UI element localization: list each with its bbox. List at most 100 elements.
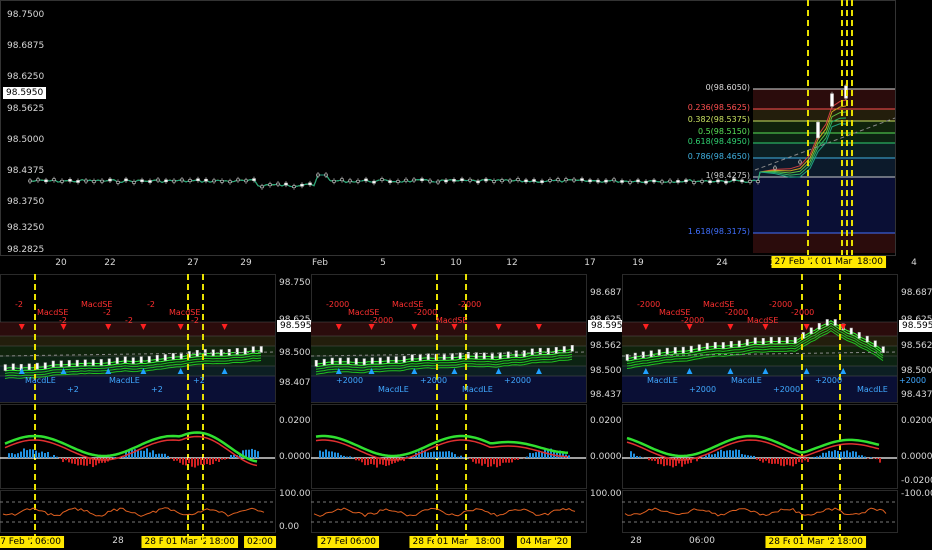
macd-histogram-bar	[352, 457, 354, 458]
macd-histogram-bar	[777, 458, 779, 464]
sell-signal-arrow	[60, 324, 67, 330]
candle-body	[252, 178, 256, 181]
candle-body	[514, 350, 518, 357]
rsi-pane	[0, 490, 276, 533]
sub-chart-2-plot[interactable]	[310, 274, 621, 550]
macd-histogram-bar	[167, 455, 169, 458]
macd-histogram-bar	[98, 458, 100, 464]
sell-signal-label: MacdSE	[37, 308, 69, 317]
sub-chart-2[interactable]: 98.687598.625098.562598.500098.437598.59…	[310, 274, 632, 550]
candle-body	[59, 360, 63, 367]
sub-chart-1[interactable]: 98.750098.625098.500098.407598.59500.020…	[0, 274, 321, 550]
candle-body	[444, 179, 448, 183]
macd-histogram-bar	[526, 456, 528, 458]
candle-body	[92, 180, 96, 183]
macd-histogram-bar	[699, 458, 701, 459]
candle-body	[308, 182, 312, 186]
candle-body	[131, 357, 135, 364]
macd-histogram-bar	[663, 458, 665, 467]
candle-body	[612, 178, 616, 182]
macd-histogram-bar	[454, 454, 456, 458]
macd-histogram-bar	[648, 458, 650, 461]
candle-body	[580, 178, 584, 181]
candle-body	[251, 346, 255, 353]
candle-body	[657, 349, 661, 356]
buy-signal-arrow	[642, 368, 649, 374]
macd-histogram-bar	[53, 455, 55, 458]
macd-histogram-bar	[819, 455, 821, 458]
macd-histogram-bar	[385, 458, 387, 467]
macd-histogram-bar	[798, 458, 800, 463]
ma-ribbon-line	[315, 353, 573, 370]
buy-signal-label: MacdLE	[25, 376, 56, 385]
macd-histogram-bar	[47, 451, 49, 458]
macd-histogram-bar	[382, 458, 384, 465]
macd-histogram-bar	[654, 458, 656, 461]
buy-signal-label: +2	[67, 385, 79, 394]
macd-histogram-bar	[50, 456, 52, 458]
sell-signal-arrow	[642, 324, 649, 330]
candle-body	[84, 179, 88, 183]
macd-histogram-bar	[481, 458, 483, 466]
candle-body	[76, 180, 80, 183]
candle-body	[474, 352, 478, 359]
sell-signal-arrow	[803, 324, 810, 330]
sub-chart-3[interactable]: 98.687598.625098.562598.500098.437598.59…	[621, 274, 932, 550]
macd-histogram-bar	[367, 458, 369, 466]
macd-histogram-bar	[436, 451, 438, 458]
sub-chart-3-plot[interactable]	[621, 274, 932, 550]
macd-histogram-bar	[843, 451, 845, 458]
fib-zone	[622, 376, 897, 402]
candle-body	[798, 160, 802, 164]
macd-histogram-bar	[816, 456, 818, 458]
macd-pane	[311, 404, 587, 489]
macd-histogram-bar	[221, 458, 223, 460]
y-tick-label: 98.2825	[7, 245, 45, 255]
macd-histogram-bar	[44, 453, 46, 458]
candle-body	[188, 179, 192, 182]
macd-histogram-bar	[212, 458, 214, 465]
candle-body	[402, 355, 406, 363]
macd-histogram-bar	[334, 452, 336, 458]
candle-body	[508, 179, 512, 183]
y-tick-label: 98.4375	[7, 166, 45, 176]
x-tick-label: 27	[187, 258, 199, 268]
main-price-chart[interactable]	[0, 0, 932, 272]
macd-histogram-bar	[161, 453, 163, 458]
x-tick-label: 02:00	[244, 536, 276, 548]
macd-histogram-bar	[705, 455, 707, 458]
fib-label: 0.786(98.4650)	[687, 152, 750, 161]
macd-histogram-bar	[35, 450, 37, 458]
sell-signal-arrow	[840, 324, 847, 330]
macd-histogram-bar	[756, 458, 758, 460]
macd-histogram-bar	[460, 455, 462, 458]
candle-body	[292, 185, 296, 189]
fib-zone	[0, 322, 275, 336]
candle-body	[724, 180, 728, 184]
macd-histogram-bar	[753, 455, 755, 458]
macd-histogram-bar	[194, 458, 196, 468]
candle-body	[67, 360, 71, 367]
macd-histogram-bar	[562, 453, 564, 458]
sell-signal-label: MacdSE	[659, 308, 691, 317]
trendline	[754, 117, 896, 171]
candle-body	[155, 354, 159, 362]
x-tick-label: 01 Mar '20	[789, 536, 845, 548]
fib-zone	[0, 376, 275, 402]
macd-histogram-bar	[792, 458, 794, 467]
main-chart-panel[interactable]: 98.7500 98.6875 98.6250 98.5625 98.5000 98.43…	[0, 0, 932, 272]
macd-histogram-bar	[32, 449, 34, 458]
macd-histogram-bar	[762, 458, 764, 463]
candle-body	[156, 178, 160, 182]
macd-histogram-bar	[825, 452, 827, 458]
macd-histogram-bar	[873, 458, 875, 459]
macd-histogram-bar	[750, 455, 752, 458]
macd-histogram-bar	[505, 458, 507, 463]
macd-histogram-bar	[41, 451, 43, 458]
sub-chart-1-plot[interactable]	[0, 274, 310, 550]
sell-signal-label: -2	[59, 316, 67, 325]
macd-histogram-bar	[738, 449, 740, 458]
macd-histogram-bar	[690, 458, 692, 463]
rsi-tick-label: -100.00	[901, 489, 932, 499]
sell-signal-arrow	[105, 324, 112, 330]
